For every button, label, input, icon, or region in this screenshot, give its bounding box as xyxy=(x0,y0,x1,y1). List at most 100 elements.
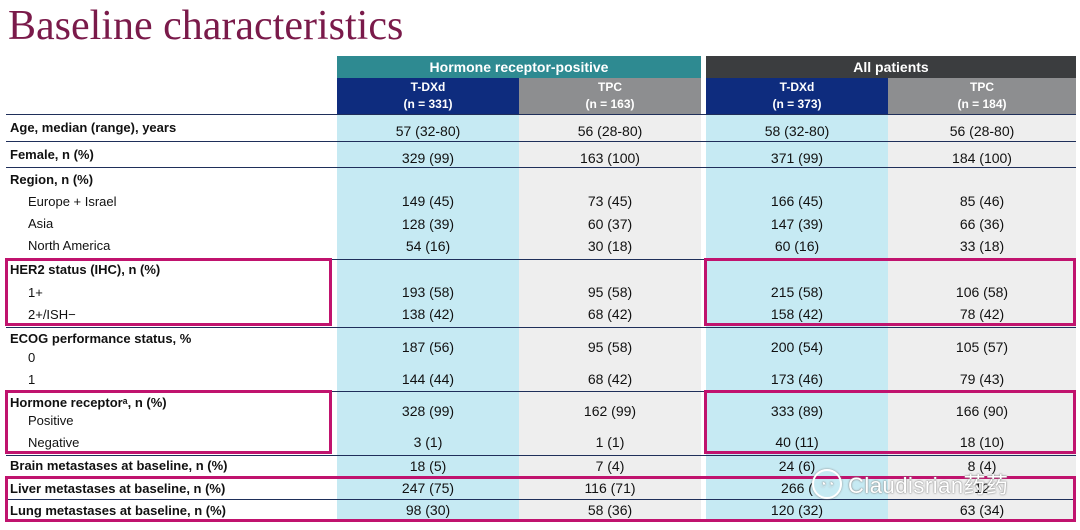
row-label-ecog-0: 0 xyxy=(28,350,36,365)
table-rule xyxy=(6,391,1076,392)
table-cell: 68 (42) xyxy=(587,306,633,322)
col-bg-all-tpc xyxy=(888,56,1076,522)
table-cell: 95 (58) xyxy=(587,339,633,355)
group-header-hr-positive: Hormone receptor-positive xyxy=(337,56,701,78)
table-cell: 149 (45) xyxy=(401,193,455,209)
table-cell: 58 (32-80) xyxy=(764,123,830,139)
table-cell: 56 (28-80) xyxy=(577,123,643,139)
row-label-her2: HER2 status (IHC), n (%) xyxy=(10,262,161,277)
table-cell: 193 (58) xyxy=(401,284,455,300)
table-cell: 7 (4) xyxy=(595,458,625,474)
table-cell: 163 (100) xyxy=(580,150,640,166)
table-rule xyxy=(6,455,1076,456)
arm-header-all-tpc: TPC (n = 184) xyxy=(888,78,1076,114)
table-cell: 247 (75) xyxy=(401,480,455,496)
table-cell: 1 (1) xyxy=(595,434,625,450)
highlight-box-her2-all xyxy=(704,258,1076,326)
table-cell: 8 (4) xyxy=(967,458,997,474)
table-cell: 30 (18) xyxy=(587,238,633,254)
col-bg-hr-tpc xyxy=(519,56,701,522)
row-label-female: Female, n (%) xyxy=(10,147,94,162)
arm-n: (n = 373) xyxy=(772,97,822,111)
table-cell: 116 (71) xyxy=(584,480,636,496)
table-rule xyxy=(6,141,1076,142)
table-cell: 56 (28-80) xyxy=(949,123,1015,139)
table-cell: 333 (89) xyxy=(770,403,824,419)
arm-n: (n = 331) xyxy=(403,97,453,111)
table-cell: 57 (32-80) xyxy=(395,123,461,139)
table-cell: 18 (5) xyxy=(409,458,447,474)
highlight-box-liver-lung xyxy=(5,476,1076,522)
table-cell: 166 (45) xyxy=(770,193,824,209)
table-cell: 73 (45) xyxy=(587,193,633,209)
row-label-hr-negative: Negative xyxy=(28,435,80,450)
table-cell: 128 (39) xyxy=(401,216,455,232)
table-cell: 266 ( xyxy=(781,480,813,496)
row-label-ecog-1: 1 xyxy=(28,372,36,387)
table-cell: 40 (11) xyxy=(775,434,819,450)
table-cell: 33 (18) xyxy=(959,238,1005,254)
highlight-box-her2-label xyxy=(5,258,332,326)
arm-name: TPC xyxy=(970,80,994,94)
row-label-brain: Brain metastases at baseline, n (%) xyxy=(10,458,228,473)
table-cell: 120 (32) xyxy=(770,502,824,518)
row-label-ecog: ECOG performance status, % xyxy=(10,331,192,346)
highlight-box-hr-label xyxy=(5,390,332,454)
arm-header-all-tdxd: T-DXd (n = 373) xyxy=(706,78,888,114)
table-cell: 18 (10) xyxy=(959,434,1005,450)
table-cell: 24 (6) xyxy=(778,458,816,474)
table-cell: 162 (99) xyxy=(583,403,637,419)
row-label-asia: Asia xyxy=(28,216,54,231)
col-bg-all-tdxd xyxy=(706,56,888,522)
table-cell: 147 (39) xyxy=(770,216,824,232)
row-label-lung: Lung metastases at baseline, n (%) xyxy=(10,503,227,518)
highlight-box-hr-all xyxy=(704,390,1076,454)
table-cell: 329 (99) xyxy=(401,150,455,166)
table-cell: 3 (1) xyxy=(413,434,443,450)
table-cell: 85 (46) xyxy=(959,193,1005,209)
table-cell: 184 (100) xyxy=(952,150,1012,166)
table-cell: 371 (99) xyxy=(770,150,824,166)
table-cell: 328 (99) xyxy=(401,403,455,419)
arm-n: (n = 184) xyxy=(957,97,1007,111)
table-cell: 98 (30) xyxy=(405,502,451,518)
row-label-hr-positive: Positive xyxy=(28,413,74,428)
arm-n: (n = 163) xyxy=(585,97,635,111)
table-cell: 58 (36) xyxy=(587,502,633,518)
page-title: Baseline characteristics xyxy=(8,3,404,49)
table-rule xyxy=(6,114,1076,115)
table-cell: 66 (36) xyxy=(959,216,1005,232)
arm-header-hr-tdxd: T-DXd (n = 331) xyxy=(337,78,519,114)
table-cell: 144 (44) xyxy=(401,371,455,387)
table-rule xyxy=(6,259,1076,260)
row-label-north-america: North America xyxy=(28,238,111,253)
table-cell: 200 (54) xyxy=(770,339,824,355)
table-cell: 79 (43) xyxy=(959,371,1005,387)
watermark-text: Claudisrian药药 xyxy=(848,473,1009,498)
arm-header-hr-tpc: TPC (n = 163) xyxy=(519,78,701,114)
row-label-europe: Europe + Israel xyxy=(28,194,117,209)
table-cell: 12 xyxy=(974,480,990,496)
table-cell: 60 (16) xyxy=(774,238,820,254)
table-cell: 106 (58) xyxy=(955,284,1009,300)
row-label-age: Age, median (range), years xyxy=(10,120,177,135)
arm-name: TPC xyxy=(598,80,622,94)
wechat-icon: ◔◔ xyxy=(812,469,842,499)
table-cell: 68 (42) xyxy=(587,371,633,387)
table-cell: 138 (42) xyxy=(401,306,455,322)
table-cell: 187 (56) xyxy=(401,339,455,355)
table-cell: 63 (34) xyxy=(959,502,1005,518)
table-cell: 215 (58) xyxy=(770,284,824,300)
arm-name: T-DXd xyxy=(410,80,446,94)
table-cell: 54 (16) xyxy=(405,238,451,254)
table-cell: 166 (90) xyxy=(955,403,1009,419)
table-rule xyxy=(6,327,1076,328)
col-bg-hr-tdxd xyxy=(337,56,519,522)
row-label-region: Region, n (%) xyxy=(10,172,94,187)
table-cell: 105 (57) xyxy=(955,339,1009,355)
table-rule xyxy=(6,167,1076,168)
row-label-her2-1plus: 1+ xyxy=(28,285,43,300)
table-cell: 95 (58) xyxy=(587,284,633,300)
table-cell: 173 (46) xyxy=(770,371,824,387)
row-label-her2-2plus: 2+/ISH− xyxy=(28,307,76,322)
